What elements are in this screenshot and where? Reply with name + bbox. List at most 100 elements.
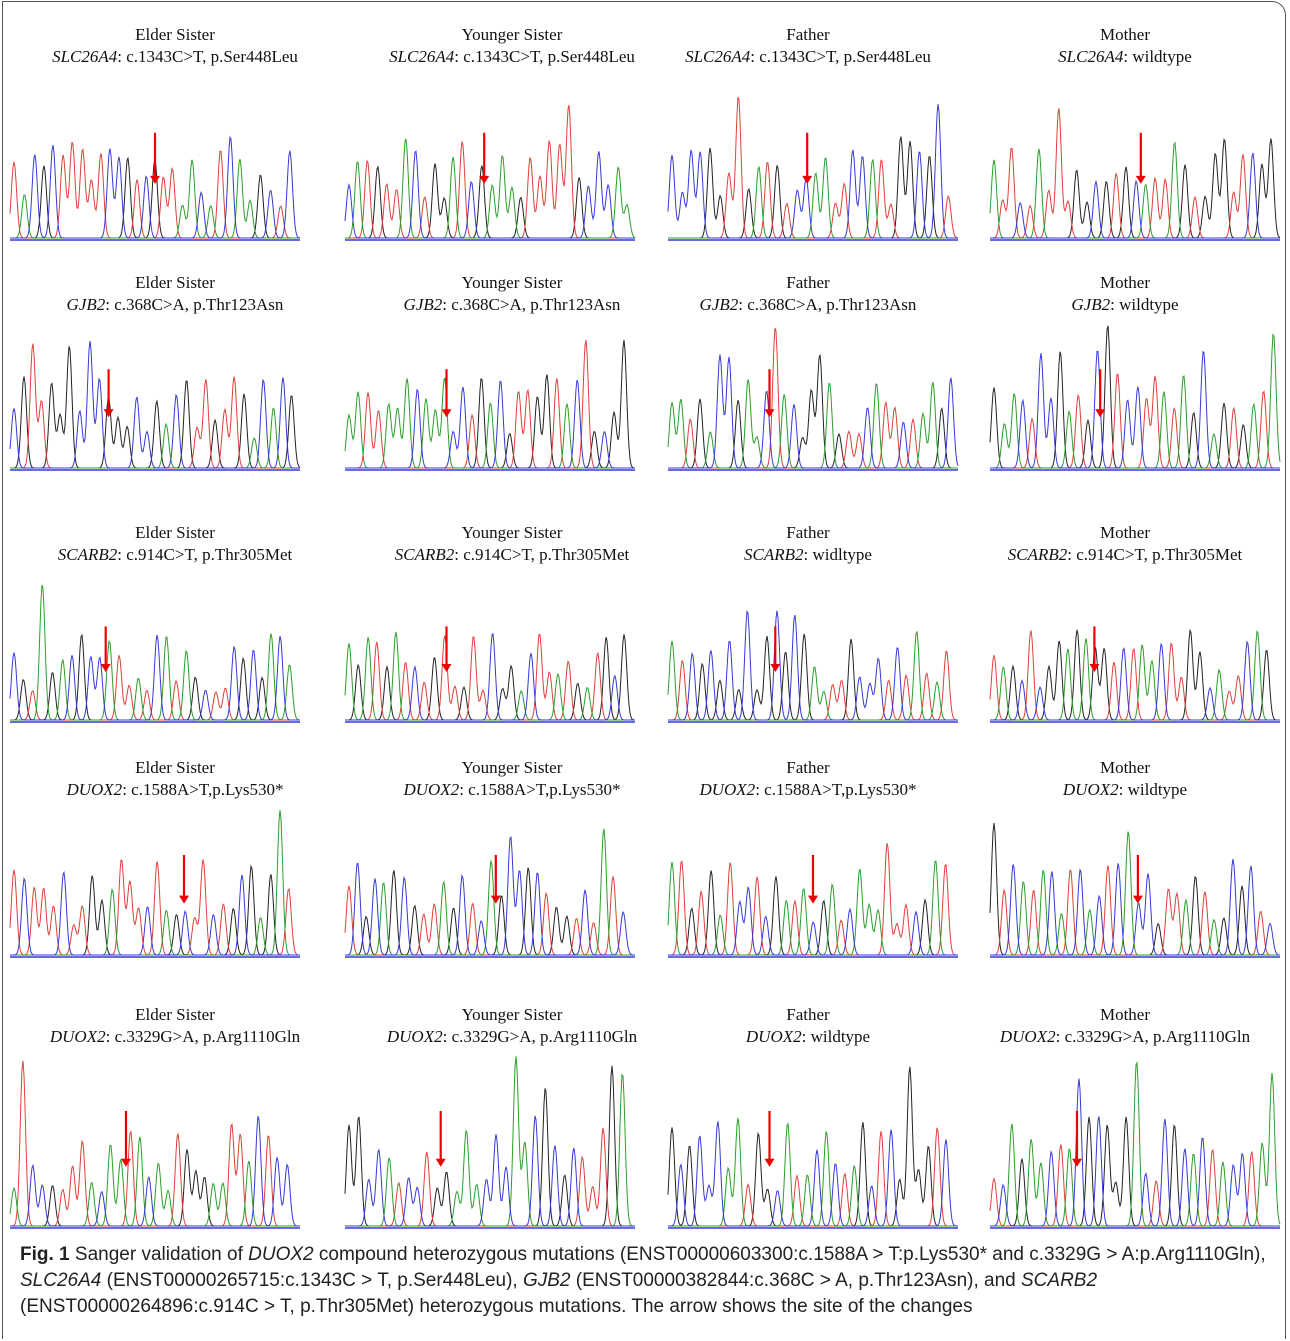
trace xyxy=(990,333,1281,469)
caption-gene: GJB2 xyxy=(522,1270,571,1291)
person-label: Elder Sister xyxy=(135,1005,215,1024)
variant-line: DUOX2: c.3329G>A, p.Arg1110Gln xyxy=(965,1026,1285,1048)
panel-title: Father SCARB2: widltype xyxy=(648,522,968,566)
person-label: Father xyxy=(786,758,830,777)
gene-name: DUOX2 xyxy=(66,780,123,799)
gene-name: SCARB2 xyxy=(744,545,804,564)
variant-line: DUOX2: c.1588A>T,p.Lys530* xyxy=(15,779,335,801)
person-label: Mother xyxy=(1099,523,1151,542)
panel-title: Younger Sister SLC26A4: c.1343C>T, p.Ser4… xyxy=(352,24,672,68)
chromatogram xyxy=(667,610,958,723)
panel-title: Mother GJB2: wildtype xyxy=(965,272,1285,316)
caption-text: Sanger validation of xyxy=(69,1244,249,1265)
trace xyxy=(667,860,958,956)
trace xyxy=(10,1116,300,1227)
chromatogram xyxy=(989,1061,1281,1229)
chromatogram xyxy=(344,339,636,471)
trace xyxy=(667,630,958,721)
trace xyxy=(989,1144,1280,1227)
arrow-head xyxy=(1072,1158,1082,1167)
trace xyxy=(9,341,300,469)
chromatogram xyxy=(667,96,959,241)
chromatogram xyxy=(667,327,959,471)
person-label: Elder Sister xyxy=(135,758,215,777)
trace xyxy=(345,836,635,956)
variant-line: DUOX2: c.3329G>A, p.Arg1110Gln xyxy=(15,1026,335,1048)
trace xyxy=(990,640,1280,721)
arrow-head xyxy=(808,895,818,904)
person-label: Father xyxy=(786,25,830,44)
variant-line: SLC26A4: wildtype xyxy=(965,46,1285,68)
variant-line: GJB2: c.368C>A, p.Thr123Asn xyxy=(15,294,335,316)
trace xyxy=(345,1128,635,1227)
panel-title: Elder Sister SCARB2: c.914C>T, p.Thr305Me… xyxy=(15,522,335,566)
panel-title: Mother DUOX2: wildtype xyxy=(965,757,1285,801)
chromatogram xyxy=(344,104,636,241)
panel-title: Mother DUOX2: c.3329G>A, p.Arg1110Gln xyxy=(965,1004,1285,1048)
trace xyxy=(344,1065,635,1227)
person-label: Elder Sister xyxy=(135,523,215,542)
arrow-head xyxy=(435,1158,446,1167)
trace xyxy=(345,138,636,239)
trace xyxy=(990,831,1280,956)
trace xyxy=(10,870,300,956)
trace xyxy=(989,325,1280,469)
arrow-head xyxy=(103,409,114,418)
caption-gene: SCARB2 xyxy=(1021,1270,1098,1291)
person-label: Mother xyxy=(1099,1005,1151,1024)
person-label: Mother xyxy=(1099,758,1151,777)
caption-gene: DUOX2 xyxy=(248,1244,314,1265)
trace xyxy=(344,150,635,239)
person-label: Father xyxy=(786,523,830,542)
trace xyxy=(990,1061,1281,1227)
chromatogram xyxy=(667,843,958,958)
person-label: Younger Sister xyxy=(461,523,563,542)
arrow-head xyxy=(770,664,781,673)
panel-title: Mother SCARB2: c.914C>T, p.Thr305Met xyxy=(965,522,1285,566)
trace xyxy=(990,1078,1280,1227)
panel-title: Elder Sister SLC26A4: c.1343C>T, p.Ser448… xyxy=(15,24,335,68)
variant-line: DUOX2: wildtype xyxy=(648,1026,968,1048)
trace xyxy=(668,354,958,469)
variant-line: DUOX2: c.3329G>A, p.Arg1110Gln xyxy=(352,1026,672,1048)
panel-title: Elder Sister GJB2: c.368C>A, p.Thr123Asn xyxy=(15,272,335,316)
panel-title: Father DUOX2: c.1588A>T,p.Lys530* xyxy=(648,757,968,801)
trace xyxy=(344,631,635,721)
chromatogram xyxy=(9,584,301,723)
trace xyxy=(667,104,958,239)
arrow-head xyxy=(441,664,452,673)
panel-title: Younger Sister DUOX2: c.3329G>A, p.Arg111… xyxy=(352,1004,672,1048)
variant-text: : c.368C>A, p.Thr123Asn xyxy=(105,295,284,314)
trace xyxy=(10,346,301,469)
variant-line: GJB2: c.368C>A, p.Thr123Asn xyxy=(648,294,968,316)
gene-name: DUOX2 xyxy=(745,1027,802,1046)
gene-name: SCARB2 xyxy=(57,545,118,564)
gene-name: SCARB2 xyxy=(1007,545,1068,564)
trace xyxy=(10,135,301,239)
variant-text: : wildtype xyxy=(1110,295,1179,314)
gene-name: SCARB2 xyxy=(394,545,455,564)
arrow-head xyxy=(150,175,160,184)
trace xyxy=(668,885,958,956)
panel-title: Father SLC26A4: c.1343C>T, p.Ser448Leu xyxy=(648,24,968,68)
variant-line: DUOX2: c.1588A>T,p.Lys530* xyxy=(648,779,968,801)
trace xyxy=(668,354,959,469)
variant-line: SCARB2: c.914C>T, p.Thr305Met xyxy=(352,544,672,566)
variant-text: : wildtype xyxy=(1118,780,1188,799)
arrow-head xyxy=(764,1158,775,1167)
panel-title: Father DUOX2: wildtype xyxy=(648,1004,968,1048)
gene-name: GJB2 xyxy=(66,295,106,314)
variant-line: GJB2: wildtype xyxy=(965,294,1285,316)
trace xyxy=(990,350,1280,469)
gene-name: SLC26A4 xyxy=(52,47,118,66)
caption-gene: SLC26A4 xyxy=(20,1270,102,1291)
person-label: Younger Sister xyxy=(461,1005,563,1024)
chromatogram xyxy=(989,626,1280,723)
variant-text: : c.3329G>A, p.Arg1110Gln xyxy=(1055,1027,1251,1046)
trace xyxy=(989,630,1280,721)
caption-text: compound heterozygous mutations (ENST000… xyxy=(313,1244,1266,1265)
arrow-head xyxy=(802,175,813,184)
